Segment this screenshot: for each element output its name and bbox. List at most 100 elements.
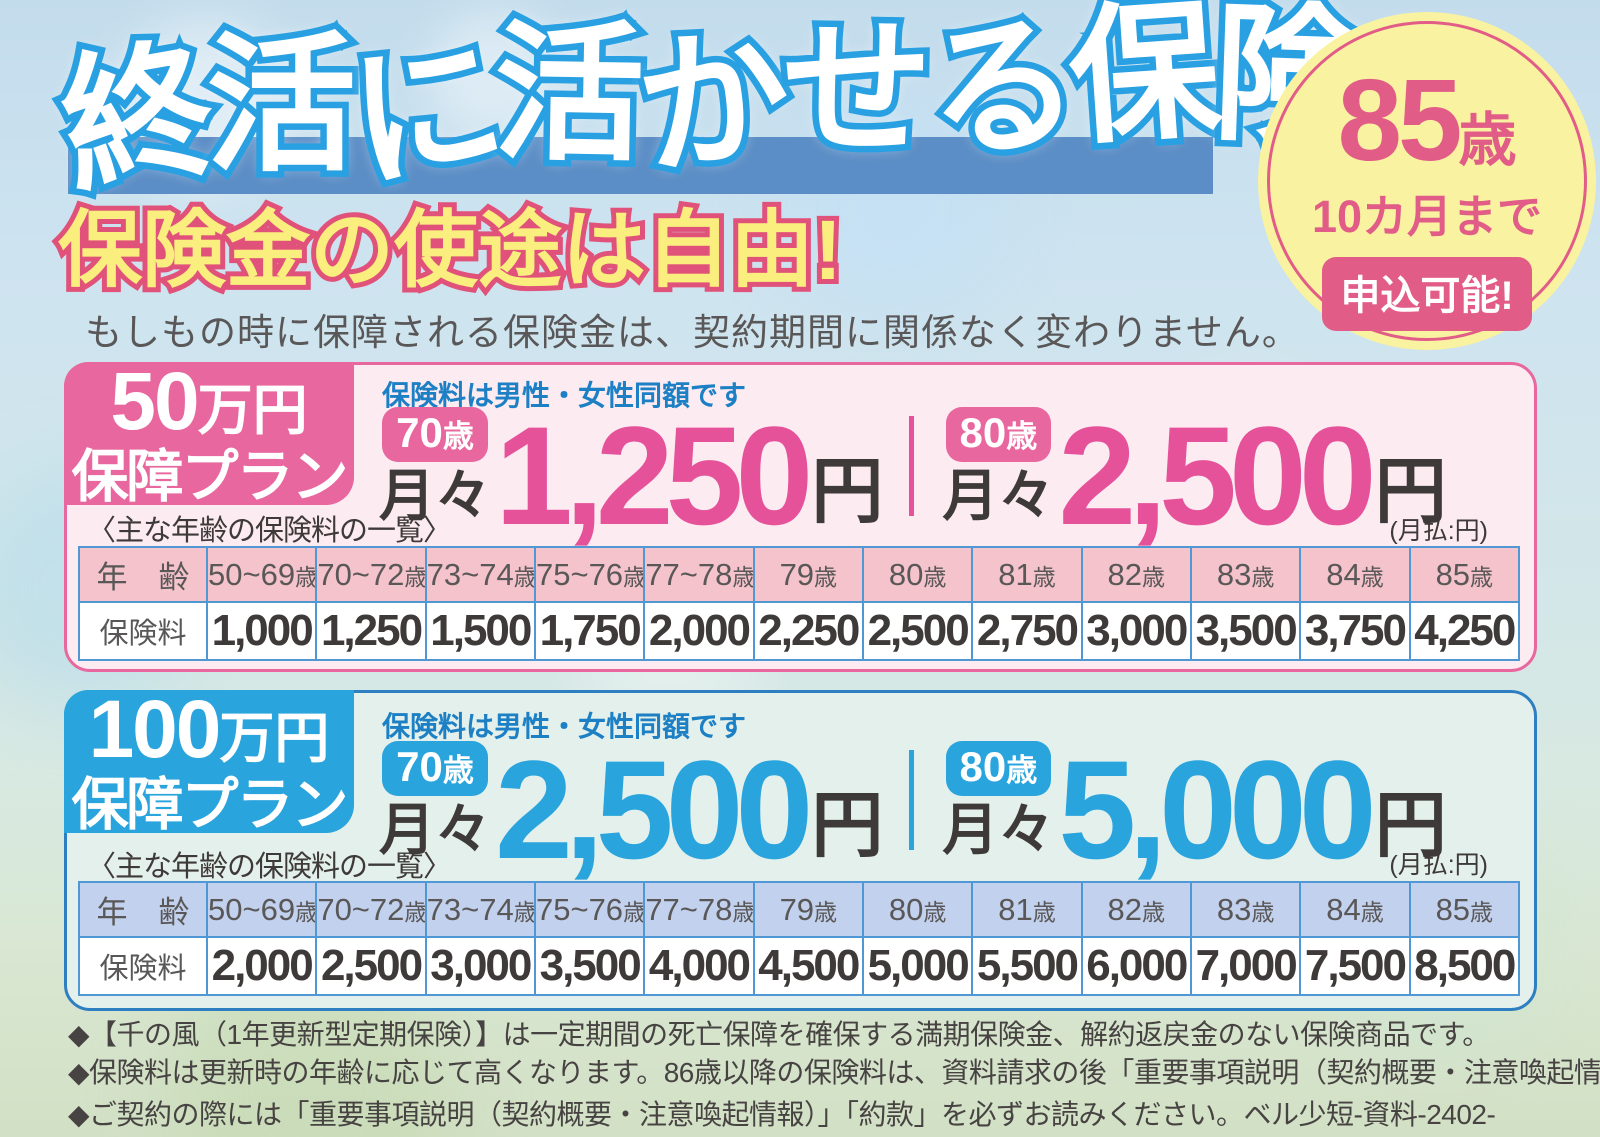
age-cell: 82歳: [1080, 881, 1192, 938]
age-cell: 75~76歳: [533, 881, 646, 938]
age-cell: 81歳: [971, 881, 1083, 938]
age-cell: 83歳: [1189, 546, 1302, 603]
premium-value-cell: 4,250: [1408, 601, 1521, 661]
age-header-row: 年 齢 50~69歳 70~72歳 73~74歳 75~76歳 77~78歳 79歳 80歳 8…: [78, 881, 1521, 938]
premium-value-cell: 2,000: [205, 936, 318, 996]
yen-unit: 円: [811, 452, 884, 532]
premium-value-cell: 3,500: [1189, 601, 1302, 661]
plan-name-line2: 保障プラン: [71, 445, 349, 509]
premium-amount: 5,000: [1058, 731, 1376, 888]
headline-text: 保険金の使途は自由!: [58, 203, 842, 297]
age-number: 70: [396, 743, 443, 790]
headline: 保険金の使途は自由! 保険金の使途は自由!: [53, 199, 847, 302]
premium-value-cell: 4,500: [752, 936, 864, 996]
price-group-70: 70歳 月々 1,250 円: [379, 406, 884, 546]
age-header-row: 年 齢 50~69歳 70~72歳 73~74歳 75~76歳 77~78歳 79歳 80歳 8…: [78, 546, 1521, 603]
price-group-80: 80歳 月々 2,500 円: [942, 406, 1447, 546]
footer-note-3: ◆ご契約の際には「重要事項説明（契約概要・注意喚起情報）」「約款」を必ずお読みく…: [68, 1099, 1244, 1131]
document-number: ベル少短-資料-2402-003: [1243, 1099, 1496, 1137]
premium-value-row: 保険料 2,000 2,500 3,000 3,500 4,000 4,500 5,000 5,…: [78, 936, 1521, 996]
badge-age-text: 85歳: [1337, 62, 1517, 178]
premium-row-label-cell: 保険料: [78, 601, 208, 661]
badge-age-suffix: 歳: [1458, 108, 1517, 173]
headline-outline: 保険金の使途は自由!: [53, 199, 847, 302]
plan-amount-unit: 万円: [197, 379, 308, 441]
plan-name-label: 100万円 保障プラン: [64, 689, 354, 837]
premium-value-cell: 2,750: [971, 601, 1083, 661]
age-cell: 50~69歳: [205, 881, 318, 938]
age-cell: 79歳: [752, 881, 864, 938]
premium-value-cell: 5,000: [861, 936, 974, 996]
age-cell: 73~74歳: [424, 546, 536, 603]
plan-name-label: 50万円 保障プラン: [64, 361, 354, 509]
age-suffix: 歳: [442, 753, 474, 788]
badge-apply-pill: 申込可能!: [1322, 257, 1532, 332]
footer-notes: ◆【千の風（1年更新型定期保険）】は一定期間の死亡保障を確保する満期保険金、解約…: [68, 1018, 1600, 1137]
monthly-pay-note: (月払:円): [1389, 851, 1488, 879]
price-divider: [909, 750, 915, 850]
age-cell: 80歳: [861, 881, 974, 938]
plan-amount: 50万円: [110, 361, 307, 443]
equal-premium-note: 保険料は男性・女性同額です: [382, 380, 747, 411]
table-caption: 〈主な年齢の保険料の一覧〉: [87, 515, 452, 547]
premium-value-cell: 2,500: [861, 601, 974, 661]
premium-value-cell: 4,000: [643, 936, 755, 996]
plan-card-1m: 100万円 保障プラン 保険料は男性・女性同額です 70歳 月々 2,500 円: [64, 689, 1537, 1011]
premium-amount: 2,500: [495, 731, 813, 888]
footer-note-1: ◆【千の風（1年更新型定期保険）】は一定期間の死亡保障を確保する満期保険金、解約…: [68, 1019, 1490, 1050]
monthly-label: 月々: [379, 798, 491, 861]
age-header-label-cell: 年 齢: [78, 881, 208, 938]
subheadline: もしもの時に保障される保険金は、契約期間に関係なく変わりません。: [85, 312, 1300, 353]
price-group-80: 80歳 月々 5,000 円: [942, 731, 1446, 888]
premium-value-cell: 1,250: [315, 601, 427, 661]
age-cell: 82歳: [1080, 546, 1192, 603]
monthly-label: 月々: [379, 464, 491, 527]
age-cell: 73~74歳: [424, 881, 536, 938]
age-cell: 50~69歳: [205, 546, 318, 603]
age-suffix: 歳: [1006, 753, 1038, 788]
plan-card-500k: 50万円 保障プラン 保険料は男性・女性同額です 70歳 月々 1,250 円: [64, 361, 1537, 672]
age-suffix: 歳: [442, 419, 474, 454]
age-cell: 70~72歳: [315, 546, 427, 603]
premium-value-cell: 1,500: [424, 601, 536, 661]
monthly-pay-note: (月払:円): [1389, 517, 1488, 545]
age-cell: 75~76歳: [533, 546, 646, 603]
age-badge-80: 80歳: [945, 407, 1052, 462]
premium-value-cell: 3,000: [1080, 601, 1192, 661]
age-suffix: 歳: [1006, 419, 1038, 454]
plan-amount: 100万円: [89, 689, 330, 771]
yen-unit: 円: [1374, 452, 1447, 532]
equal-premium-note: 保険料は男性・女性同額です: [382, 711, 747, 742]
age-cell: 83歳: [1189, 881, 1302, 938]
premium-value-cell: 2,000: [643, 601, 755, 661]
plan-name-line2: 保障プラン: [71, 773, 349, 837]
age-badge-70: 70歳: [382, 407, 488, 462]
premium-value-cell: 1,750: [533, 601, 646, 661]
monthly-label: 月々: [942, 464, 1055, 527]
age-badge-70: 70歳: [382, 741, 488, 796]
premium-value-cell: 3,750: [1299, 601, 1411, 661]
age-cell: 84歳: [1299, 881, 1411, 938]
price-group-70: 70歳 月々 2,500 円: [379, 731, 884, 888]
plan-amount-number: 100: [88, 684, 222, 775]
age-number: 80: [959, 409, 1007, 456]
yen-unit: 円: [811, 786, 884, 866]
badge-duration: 10カ月まで: [1311, 191, 1543, 243]
age-number: 70: [396, 409, 443, 456]
age-cell: 84歳: [1299, 546, 1411, 603]
age-number: 80: [959, 743, 1007, 790]
age-limit-badge: 85歳 10カ月まで 申込可能!: [1258, 12, 1596, 350]
premium-value-cell: 5,500: [971, 936, 1083, 996]
premium-value-cell: 7,500: [1299, 936, 1411, 996]
age-cell: 85歳: [1408, 881, 1521, 938]
age-cell: 70~72歳: [315, 881, 427, 938]
premium-value-cell: 6,000: [1080, 936, 1192, 996]
plan-amount-number: 50: [110, 356, 199, 447]
premium-value-cell: 3,000: [424, 936, 536, 996]
age-badge-80: 80歳: [945, 741, 1052, 796]
premium-value-cell: 3,500: [533, 936, 646, 996]
age-cell: 77~78歳: [643, 546, 755, 603]
age-cell: 79歳: [752, 546, 864, 603]
price-row: 70歳 月々 1,250 円 80歳 月々 2,500 円: [379, 406, 1447, 546]
